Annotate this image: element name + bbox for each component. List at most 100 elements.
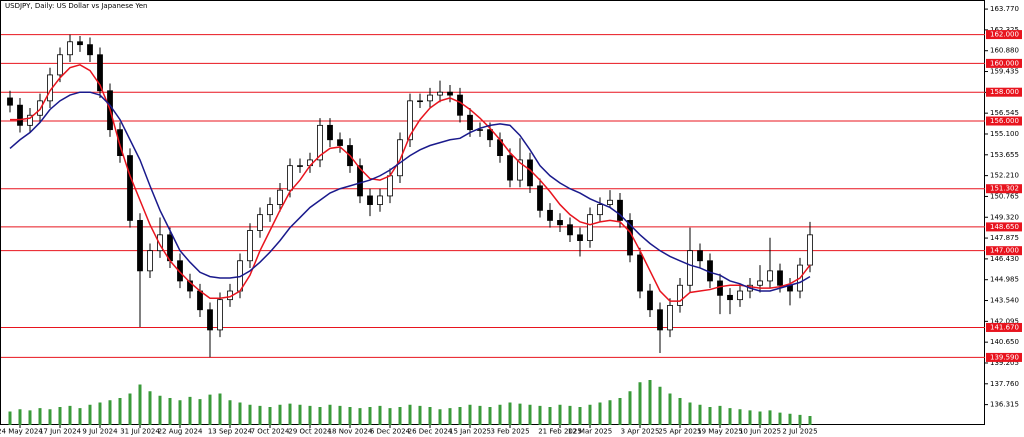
volume-bar bbox=[428, 407, 432, 425]
volume-bar bbox=[588, 404, 592, 425]
candle-body bbox=[87, 44, 93, 56]
candle-body bbox=[447, 91, 453, 96]
candle-body bbox=[697, 250, 703, 262]
candle-body bbox=[77, 41, 83, 46]
x-tick-label: 15 Jan 2025 bbox=[449, 428, 491, 436]
candle-body bbox=[767, 270, 773, 282]
candle-body bbox=[397, 139, 403, 177]
candle-body bbox=[607, 199, 613, 205]
volume-bar bbox=[78, 408, 82, 425]
volume-bar bbox=[38, 408, 42, 425]
candle-body bbox=[517, 159, 523, 181]
volume-bar bbox=[68, 405, 72, 425]
candle-body bbox=[647, 290, 653, 311]
x-tick-label: 12 Mar 2025 bbox=[568, 428, 612, 436]
level-label-bg bbox=[986, 184, 1022, 194]
candle-body bbox=[67, 41, 73, 56]
y-tick-label: 147.875 bbox=[990, 234, 1019, 242]
y-tick-label: 156.545 bbox=[990, 109, 1019, 117]
volume-bar bbox=[488, 407, 492, 425]
candle-body bbox=[277, 189, 283, 205]
moving-average-line bbox=[10, 64, 811, 302]
level-label: 160.000 bbox=[990, 59, 1019, 67]
volume-bar bbox=[218, 393, 222, 425]
candle-body bbox=[677, 284, 683, 306]
candle-body bbox=[667, 305, 673, 331]
volume-bar bbox=[308, 405, 312, 425]
volume-bar bbox=[468, 404, 472, 425]
level-label: 148.650 bbox=[990, 223, 1019, 231]
level-label: 147.000 bbox=[990, 247, 1019, 255]
volume-bar bbox=[578, 407, 582, 425]
moving-average-line bbox=[9, 91, 811, 292]
volume-bar bbox=[558, 404, 562, 425]
volume-bar bbox=[498, 404, 502, 425]
volume-bar bbox=[328, 404, 332, 425]
level-label-bg bbox=[986, 222, 1022, 232]
volume-bar bbox=[758, 411, 762, 425]
volume-bar bbox=[788, 413, 792, 425]
volume-bar bbox=[798, 414, 802, 425]
volume-bar bbox=[638, 382, 642, 425]
y-tick-label: 162.325 bbox=[990, 26, 1019, 34]
volume-bar bbox=[538, 405, 542, 425]
candle-body bbox=[727, 294, 733, 301]
level-label-bg bbox=[986, 246, 1022, 256]
candle-body bbox=[507, 155, 513, 181]
candle-body bbox=[297, 165, 303, 167]
candle-body bbox=[27, 114, 33, 126]
volume-bar bbox=[298, 404, 302, 425]
volume-bar bbox=[18, 409, 22, 425]
volume-bar bbox=[8, 411, 12, 425]
volume-bar bbox=[728, 408, 732, 425]
x-tick-label: 18 Nov 2024 bbox=[328, 428, 373, 436]
level-label: 156.000 bbox=[990, 117, 1019, 125]
level-label: 151.302 bbox=[990, 185, 1019, 193]
volume-bar bbox=[148, 391, 152, 425]
x-tick-label: 25 Apr 2025 bbox=[658, 428, 701, 436]
candle-body bbox=[317, 124, 323, 161]
x-tick-label: 13 Sep 2024 bbox=[208, 428, 253, 436]
volume-bar bbox=[358, 408, 362, 425]
volume-bar bbox=[168, 398, 172, 425]
candle-body bbox=[717, 280, 723, 296]
volume-bar bbox=[408, 404, 412, 425]
candle-body bbox=[417, 100, 423, 103]
candle-body bbox=[577, 234, 583, 241]
candle-body bbox=[157, 234, 163, 252]
candle-body bbox=[637, 254, 643, 292]
volume-bar bbox=[208, 394, 212, 425]
candle-body bbox=[757, 280, 763, 286]
level-label-bg bbox=[986, 322, 1022, 332]
y-tick-label: 142.095 bbox=[990, 317, 1019, 325]
volume-bar bbox=[398, 407, 402, 425]
level-label: 158.000 bbox=[990, 88, 1019, 96]
volume-bar bbox=[128, 393, 132, 425]
x-tick-label: 10 Jun 2025 bbox=[739, 428, 781, 436]
candle-body bbox=[287, 165, 293, 191]
y-tick-label: 153.655 bbox=[990, 151, 1019, 159]
candle-body bbox=[777, 270, 783, 286]
candle-body bbox=[367, 195, 373, 205]
volume-bar bbox=[598, 402, 602, 425]
candle-body bbox=[387, 175, 393, 197]
candle-body bbox=[187, 280, 193, 292]
volume-bar bbox=[288, 403, 292, 425]
y-tick-label: 152.210 bbox=[990, 172, 1019, 180]
candle-body bbox=[587, 214, 593, 241]
volume-bar bbox=[688, 402, 692, 425]
volume-bar bbox=[678, 398, 682, 425]
volume-bar bbox=[628, 391, 632, 425]
candle-body bbox=[147, 250, 153, 272]
volume-bar bbox=[748, 410, 752, 425]
volume-bar bbox=[268, 407, 272, 425]
candle-body bbox=[427, 94, 433, 102]
candle-body bbox=[617, 199, 623, 221]
y-tick-label: 140.650 bbox=[990, 338, 1019, 346]
y-tick-label: 136.315 bbox=[990, 401, 1019, 409]
candle-body bbox=[527, 159, 533, 187]
level-label: 139.590 bbox=[990, 353, 1019, 361]
level-label-bg bbox=[986, 30, 1022, 40]
candle-body bbox=[737, 290, 743, 301]
x-tick-label: 31 Jul 2024 bbox=[120, 428, 160, 436]
